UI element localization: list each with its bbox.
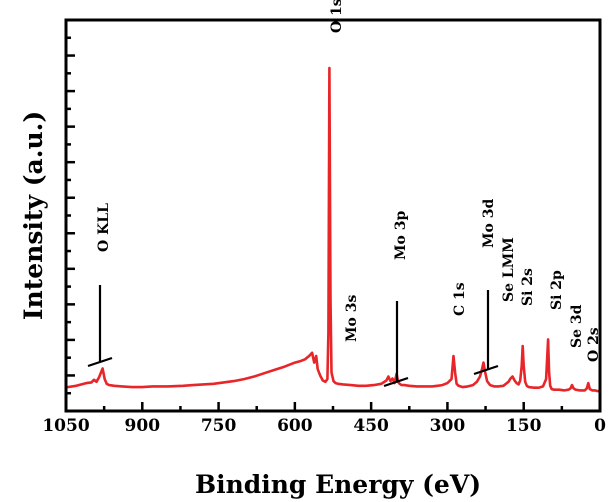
x-tick-label: 150 <box>506 416 542 436</box>
peak-label: Mo 3d <box>481 199 497 248</box>
spectrum-line <box>65 66 600 393</box>
x-tick-label: 600 <box>277 416 313 436</box>
axes: 1050 900 750 600 450 300 150 0 <box>42 18 606 436</box>
peak-label: Si 2s <box>520 268 536 306</box>
x-axis-title: Binding Energy (eV) <box>195 470 481 499</box>
x-tick-labels: 1050 900 750 600 450 300 150 0 <box>42 416 606 436</box>
peak-label: Mo 3p <box>393 211 409 260</box>
peak-label: O 1s <box>329 0 345 33</box>
leader-line <box>473 364 499 376</box>
leader-lines <box>87 285 499 388</box>
x-tick-marks <box>64 402 602 411</box>
x-tick-label: 1050 <box>42 416 89 436</box>
y-tick-marks <box>66 36 75 395</box>
peak-label: Se 3d <box>569 304 585 348</box>
peak-label: C 1s <box>452 282 468 316</box>
peak-label: O KLL <box>96 203 112 252</box>
x-tick-label: 0 <box>594 416 606 436</box>
x-tick-label: 450 <box>353 416 389 436</box>
y-axis-title: Intensity (a.u.) <box>19 111 48 320</box>
peak-label: Si 2p <box>549 270 565 310</box>
x-tick-label: 300 <box>430 416 466 436</box>
peak-label: Mo 3s <box>344 295 360 342</box>
x-tick-label: 750 <box>201 416 237 436</box>
x-tick-label: 900 <box>125 416 161 436</box>
peak-label: O 2s <box>586 327 602 362</box>
plot-frame <box>64 18 602 413</box>
peak-label: Se LMM <box>501 237 517 302</box>
